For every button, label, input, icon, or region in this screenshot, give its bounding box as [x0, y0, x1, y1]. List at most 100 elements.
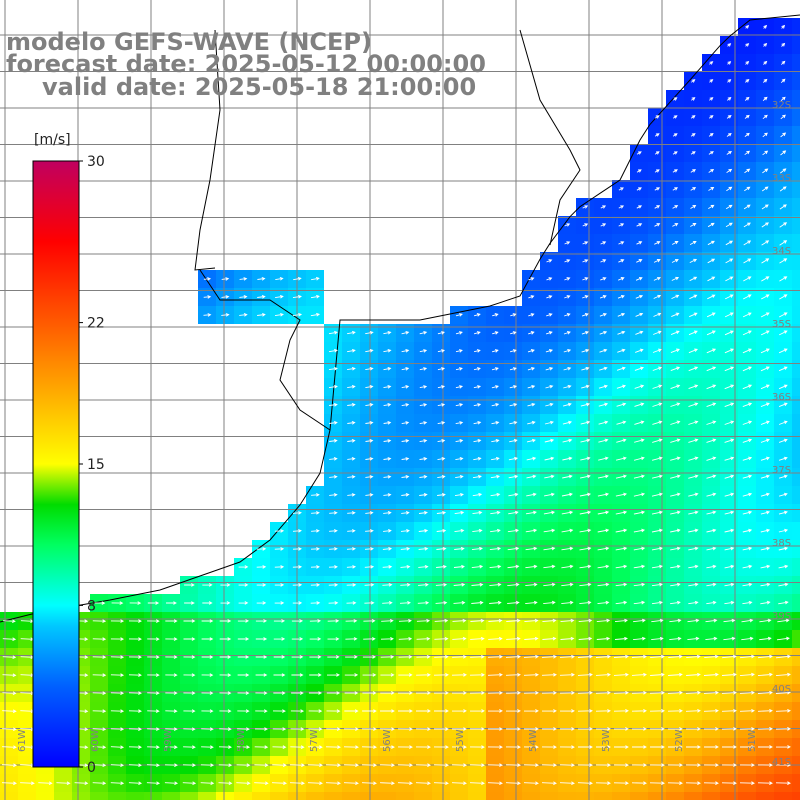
- wind-arrow: [690, 223, 697, 227]
- wind-arrow: [562, 456, 573, 461]
- wind-arrow: [343, 781, 359, 786]
- wind-cell: [792, 432, 800, 450]
- wind-arrow: [763, 42, 768, 47]
- wind-arrow: [615, 474, 627, 479]
- wind-arrow: [780, 132, 787, 138]
- wind-arrow: [654, 133, 660, 137]
- wind-arrow: [615, 528, 628, 533]
- wind-arrow: [598, 420, 609, 425]
- wind-cell: [450, 792, 468, 800]
- wind-arrow: [543, 582, 556, 587]
- wind-arrow: [328, 601, 339, 605]
- wind-arrow: [632, 745, 647, 749]
- wind-arrow: [579, 600, 592, 605]
- wind-arrow: [256, 601, 267, 605]
- wind-arrow: [654, 223, 661, 227]
- wind-arrow: [382, 546, 393, 551]
- wind-arrow: [329, 547, 338, 551]
- wind-arrow: [690, 169, 696, 173]
- wind-arrow: [757, 672, 773, 677]
- wind-arrow: [704, 745, 719, 749]
- wind-cell: [792, 612, 800, 630]
- wind-arrow: [561, 510, 574, 515]
- wind-arrow: [762, 114, 768, 120]
- wind-arrow: [418, 528, 429, 533]
- wind-arrow: [688, 546, 699, 551]
- wind-arrow: [291, 637, 304, 641]
- wind-arrow: [505, 709, 521, 713]
- wind-arrow: [455, 367, 463, 371]
- wind-arrow: [779, 240, 788, 246]
- wind-arrow: [347, 511, 356, 515]
- wind-arrow: [724, 600, 735, 605]
- wind-arrow: [434, 618, 449, 623]
- wind-arrow: [415, 781, 431, 786]
- wind-arrow: [597, 528, 610, 533]
- wind-arrow: [633, 492, 646, 497]
- wind-arrow: [329, 402, 338, 407]
- wind-arrow: [618, 259, 625, 263]
- wind-arrow: [397, 691, 413, 695]
- wind-arrow: [416, 636, 431, 641]
- wind-arrow: [165, 673, 178, 677]
- wind-arrow: [706, 438, 717, 443]
- wind-arrow: [686, 672, 701, 677]
- wind-arrow: [308, 745, 323, 749]
- wind-arrow: [650, 745, 665, 749]
- wind-arrow: [505, 745, 521, 749]
- wind-arrow: [581, 348, 590, 353]
- wind-arrow: [652, 402, 663, 407]
- wind-arrow: [92, 727, 107, 732]
- wind-cell: [774, 792, 792, 800]
- wind-arrow: [600, 223, 607, 227]
- wind-arrow: [651, 600, 663, 605]
- wind-arrow: [325, 745, 341, 749]
- wind-arrow: [690, 115, 696, 119]
- wind-arrow: [760, 492, 770, 497]
- wind-arrow: [365, 438, 374, 443]
- wind-arrow: [671, 312, 680, 318]
- wind-arrow: [780, 78, 786, 84]
- wind-arrow: [528, 277, 535, 281]
- wind-arrow: [110, 691, 125, 695]
- wind-arrow: [598, 402, 609, 407]
- wind-arrow: [597, 564, 610, 569]
- wind-arrow: [398, 636, 413, 641]
- wind-arrow: [472, 528, 483, 533]
- wind-arrow: [219, 691, 232, 695]
- wind-arrow: [667, 763, 683, 767]
- wind-arrow: [652, 366, 663, 371]
- wind-arrow: [289, 781, 305, 786]
- wind-arrow: [92, 745, 107, 750]
- lat-label: 40S: [772, 684, 791, 695]
- wind-arrow: [546, 295, 553, 299]
- wind-arrow: [651, 474, 663, 479]
- wind-arrow: [775, 708, 791, 713]
- wind-arrow: [433, 781, 449, 786]
- wind-arrow: [436, 528, 447, 533]
- wind-arrow: [577, 727, 593, 731]
- wind-arrow: [614, 636, 628, 641]
- wind-arrow: [92, 781, 107, 786]
- wind-arrow: [433, 691, 449, 695]
- wind-arrow: [668, 654, 683, 659]
- lat-label: 41S: [772, 757, 791, 768]
- wind-arrow: [778, 528, 789, 533]
- wind-arrow: [455, 349, 463, 353]
- wind-arrow: [742, 348, 752, 354]
- wind-cell: [558, 792, 576, 800]
- wind-cell: [792, 378, 800, 396]
- wind-arrow: [670, 546, 681, 551]
- wind-arrow: [706, 474, 717, 479]
- wind-arrow: [760, 348, 770, 354]
- wind-arrow: [415, 691, 431, 695]
- wind-arrow: [654, 241, 661, 245]
- wind-arrow: [401, 384, 410, 389]
- wind-arrow: [778, 384, 788, 390]
- wind-arrow: [779, 222, 788, 228]
- river-border: [194, 29, 221, 271]
- wind-arrow: [672, 187, 678, 191]
- wind-arrow: [379, 727, 395, 731]
- wind-arrow: [183, 655, 196, 659]
- wind-arrow: [201, 691, 214, 695]
